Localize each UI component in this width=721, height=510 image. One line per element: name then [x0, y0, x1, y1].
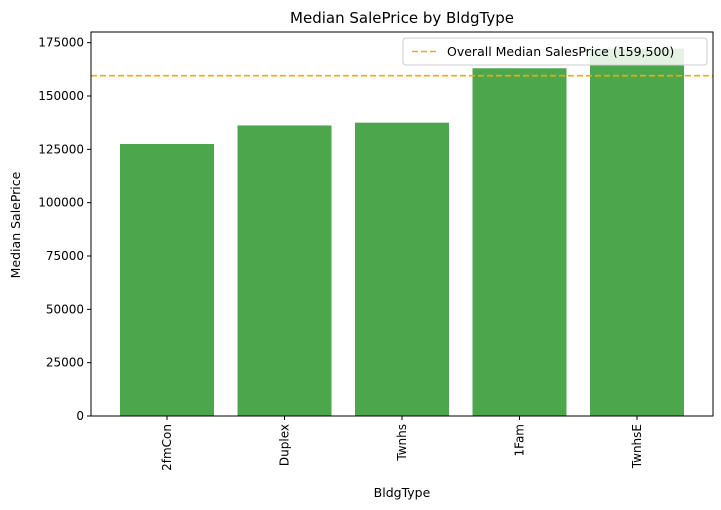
legend-box [402, 37, 708, 66]
x-tick-label: TwnhsE [630, 424, 644, 469]
bar-twnhs [355, 122, 449, 417]
x-axis-label: BldgType [374, 485, 431, 500]
bar-2fmcon [120, 144, 214, 416]
y-tick-label: 125000 [38, 142, 84, 156]
y-tick-label: 175000 [38, 36, 84, 50]
legend: Overall Median SalesPrice (159,500) [402, 37, 708, 66]
x-tick-label: 1Fam [513, 424, 527, 456]
x-tick-label: 2fmCon [160, 424, 174, 471]
y-tick-label: 50000 [46, 302, 84, 316]
bar-duplex [237, 125, 332, 416]
y-axis: 0 25000 50000 75000 100000 125000 150000 175000 [38, 36, 91, 423]
y-tick-label: 150000 [38, 89, 84, 103]
x-tick-label: Duplex [278, 424, 292, 466]
bars-group [120, 48, 684, 417]
y-axis-label: Median SalePrice [8, 171, 23, 278]
x-tick-label: Twnhs [395, 424, 409, 462]
y-tick-label: 75000 [46, 249, 84, 263]
legend-entry-reference-line: Overall Median SalesPrice (159,500) [447, 44, 674, 59]
chart-title: Median SalePrice by BldgType [290, 9, 514, 27]
y-tick-label: 100000 [38, 196, 84, 210]
bar-twnhse [590, 48, 684, 416]
y-tick-label: 0 [76, 409, 84, 423]
plot-frame [90, 31, 714, 417]
bar-1fam [472, 68, 567, 417]
y-tick-label: 25000 [46, 356, 84, 370]
x-axis: 2fmCon Duplex Twnhs 1Fam TwnhsE [160, 416, 644, 471]
